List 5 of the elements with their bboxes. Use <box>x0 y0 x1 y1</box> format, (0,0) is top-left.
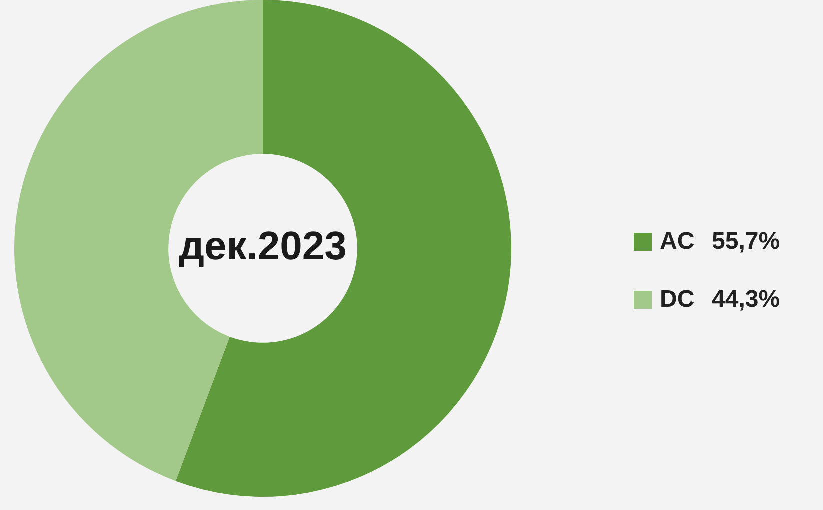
data-label: 55,7% <box>712 228 780 256</box>
text: дек.2023 <box>179 224 347 269</box>
data-label: 44,3% <box>712 286 780 314</box>
legend-label: DC <box>660 286 696 314</box>
legend-label: AC <box>660 228 696 256</box>
